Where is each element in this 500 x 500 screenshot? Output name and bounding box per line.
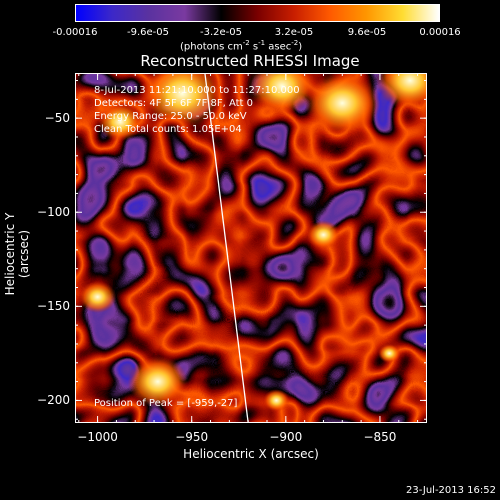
heatmap-plot bbox=[75, 73, 427, 423]
y-tick-label: −150 bbox=[37, 299, 70, 314]
colorbar-tick-label: -3.2e-05 bbox=[200, 27, 242, 38]
chart-title: Reconstructed RHESSI Image bbox=[140, 52, 360, 70]
y-tick-label: −50 bbox=[44, 111, 70, 126]
x-tick-label: −950 bbox=[175, 430, 209, 444]
hotspot bbox=[304, 73, 380, 136]
colorbar-tick-label: -9.6e-05 bbox=[127, 27, 169, 38]
y-tick-label: −100 bbox=[37, 205, 70, 220]
hotspot bbox=[127, 356, 188, 408]
info-time-range: 8-Jul-2013 11:21:10.000 to 11:27:10.000 bbox=[94, 85, 300, 96]
colorbar-tick-label: -0.00016 bbox=[52, 27, 98, 38]
x-tick-label: −900 bbox=[269, 430, 303, 444]
x-tick-label: −850 bbox=[363, 430, 397, 444]
hotspot bbox=[378, 343, 401, 363]
colorbar-tick-label: 3.2e-05 bbox=[274, 27, 314, 38]
info-detectors: Detectors: 4F 5F 6F 7F 8F, Att 0 bbox=[94, 98, 254, 109]
hotspot bbox=[248, 73, 316, 115]
hotspot bbox=[97, 102, 143, 142]
plot-frame bbox=[75, 73, 427, 423]
y-axis-label: Heliocentric Y (arcsec) bbox=[3, 212, 31, 296]
info-energy-range: Energy Range: 25.0 - 50.0 keV bbox=[94, 111, 247, 122]
info-clean-counts: Clean Total counts: 1.05E+04 bbox=[94, 124, 242, 135]
colorbar-gradient bbox=[75, 4, 440, 22]
colorbar-tick-label: 0.00016 bbox=[419, 27, 461, 38]
heatmap-hotspots bbox=[78, 73, 427, 412]
x-axis-label: Heliocentric X (arcsec) bbox=[183, 447, 319, 461]
colorbar bbox=[75, 4, 440, 22]
hotspot bbox=[376, 73, 427, 110]
x-tick-label: −1000 bbox=[77, 430, 118, 444]
footer-timestamp: 23-Jul-2013 16:52 bbox=[405, 485, 496, 496]
hotspot bbox=[263, 389, 290, 412]
hotspot bbox=[306, 220, 341, 250]
colorbar-tick-label: 9.6e-05 bbox=[347, 27, 387, 38]
limb-line bbox=[204, 73, 249, 423]
y-tick-label: −200 bbox=[37, 393, 70, 408]
colorbar-unit: (photons cm-2 s-1 asec-2) bbox=[180, 39, 303, 53]
hotspot bbox=[140, 73, 224, 129]
hotspot bbox=[78, 280, 117, 313]
peak-position-label: Position of Peak = [-959,-27] bbox=[94, 398, 238, 409]
